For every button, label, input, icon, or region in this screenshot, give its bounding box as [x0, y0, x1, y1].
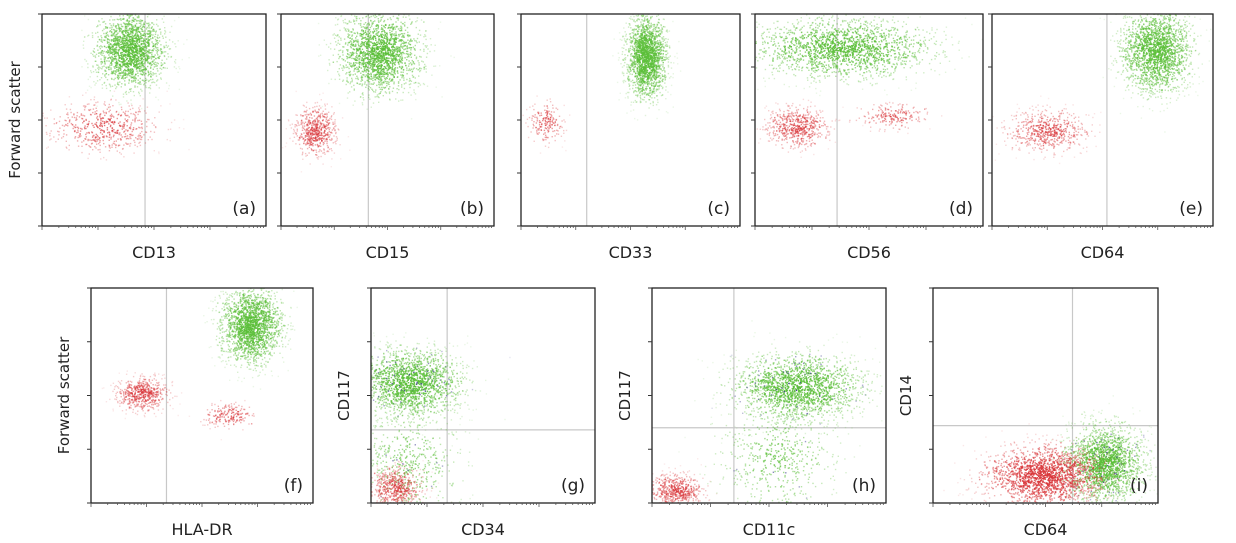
axis-ticks [988, 13, 1211, 230]
quadrant-lines [652, 288, 886, 503]
population-green [317, 14, 455, 120]
panel-d: (d) CD56 [751, 13, 984, 262]
axis-ticks [38, 13, 264, 230]
quadrant-lines [933, 288, 1158, 503]
population-red [842, 101, 943, 135]
population-green [203, 288, 298, 390]
panel-label: (f) [284, 476, 303, 496]
population-red [756, 98, 864, 158]
x-axis-label: CD11c [743, 520, 796, 539]
panel-label: (g) [561, 476, 585, 496]
panel-label: (b) [460, 199, 484, 219]
panel-f: (f) HLA-DR Forward scatter [55, 287, 314, 539]
axis-ticks [87, 287, 311, 507]
y-axis-label: CD117 [335, 370, 353, 421]
population-green [371, 332, 511, 447]
axis-ticks [277, 13, 492, 230]
panel-label: (e) [1179, 199, 1203, 219]
panel-label: (h) [852, 476, 876, 496]
y-axis-label: CD117 [616, 370, 634, 421]
x-axis-label: CD64 [1081, 243, 1125, 262]
population-green [1099, 14, 1213, 133]
panel-g: (g) CD34 CD117 [335, 287, 596, 539]
panel-i: (i) CD64 CD14 [897, 287, 1159, 539]
population-red [943, 423, 1134, 503]
y-axis-label: Forward scatter [6, 60, 24, 178]
population-green [755, 14, 983, 97]
panel-a: (a) CD13 Forward scatter [6, 13, 267, 262]
population-red [101, 370, 183, 420]
population-red [652, 458, 718, 503]
axis-ticks [517, 13, 738, 230]
plot-frame [651, 287, 887, 504]
population-red [371, 455, 453, 503]
population-green [694, 320, 883, 444]
x-axis-label: CD15 [366, 243, 410, 262]
population-red [42, 90, 190, 161]
population-green [612, 14, 682, 121]
panel-e: (e) CD64 [988, 13, 1214, 262]
panel-label: (d) [949, 199, 973, 219]
population-green [371, 374, 480, 503]
population-red [992, 95, 1102, 165]
x-axis-label: CD33 [609, 243, 653, 262]
x-axis-label: HLA-DR [171, 520, 232, 539]
axis-ticks [751, 13, 981, 230]
x-axis-label: CD34 [461, 520, 505, 539]
panel-c: (c) CD33 [517, 13, 741, 262]
x-axis-label: CD13 [132, 243, 176, 262]
panel-label: (a) [232, 199, 256, 219]
plot-frame [991, 13, 1214, 227]
population-green [80, 14, 190, 114]
population-red [522, 95, 571, 154]
panel-h: (h) CD11c CD117 [616, 287, 887, 539]
axis-ticks [648, 287, 884, 507]
y-axis-label: CD14 [897, 375, 915, 416]
panel-label: (c) [707, 199, 730, 219]
axis-ticks [367, 287, 593, 507]
y-axis-label: Forward scatter [55, 336, 73, 454]
x-axis-label: CD56 [847, 243, 891, 262]
population-red [281, 90, 351, 173]
population-red [188, 399, 255, 441]
population-green [678, 379, 861, 503]
x-axis-label: CD64 [1024, 520, 1068, 539]
plot-frame [370, 287, 596, 504]
quadrant-lines [371, 288, 595, 503]
panel-b: (b) CD15 [277, 13, 495, 262]
axis-ticks [929, 287, 1156, 507]
panel-label: (i) [1130, 476, 1148, 496]
